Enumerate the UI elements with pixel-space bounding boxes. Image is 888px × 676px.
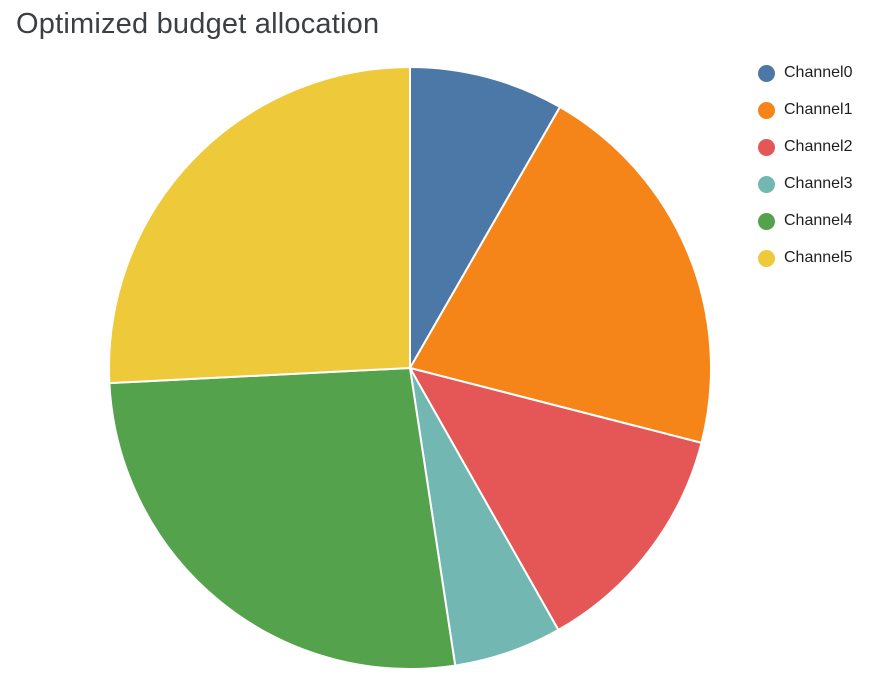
legend-label: Channel0 [784,64,853,81]
legend-item-channel1: Channel1 [758,101,853,119]
legend-item-channel4: Channel4 [758,212,853,230]
legend-swatch-icon [758,64,775,82]
chart-title: Optimized budget allocation [16,8,380,40]
legend-label: Channel5 [784,249,853,266]
legend: Channel0 Channel1 Channel2 Channel3 Channel4… [758,64,853,286]
pie-slice-channel4 [108,367,457,670]
legend-item-channel2: Channel2 [758,138,853,156]
legend-swatch-icon [758,249,775,267]
legend-label: Channel3 [784,175,853,192]
pie-slice-channel1 [409,106,712,444]
legend-label: Channel1 [784,101,853,118]
pie-slice-channel2 [409,367,703,631]
legend-item-channel5: Channel5 [758,249,853,267]
legend-item-channel0: Channel0 [758,64,853,82]
legend-label: Channel2 [784,138,853,155]
pie-slice-channel5 [108,66,411,385]
legend-swatch-icon [758,212,775,230]
pie-slice-channel0 [409,66,561,369]
legend-swatch-icon [758,175,775,193]
legend-swatch-icon [758,138,775,156]
legend-item-channel3: Channel3 [758,175,853,193]
legend-swatch-icon [758,101,775,119]
legend-label: Channel4 [784,212,853,229]
